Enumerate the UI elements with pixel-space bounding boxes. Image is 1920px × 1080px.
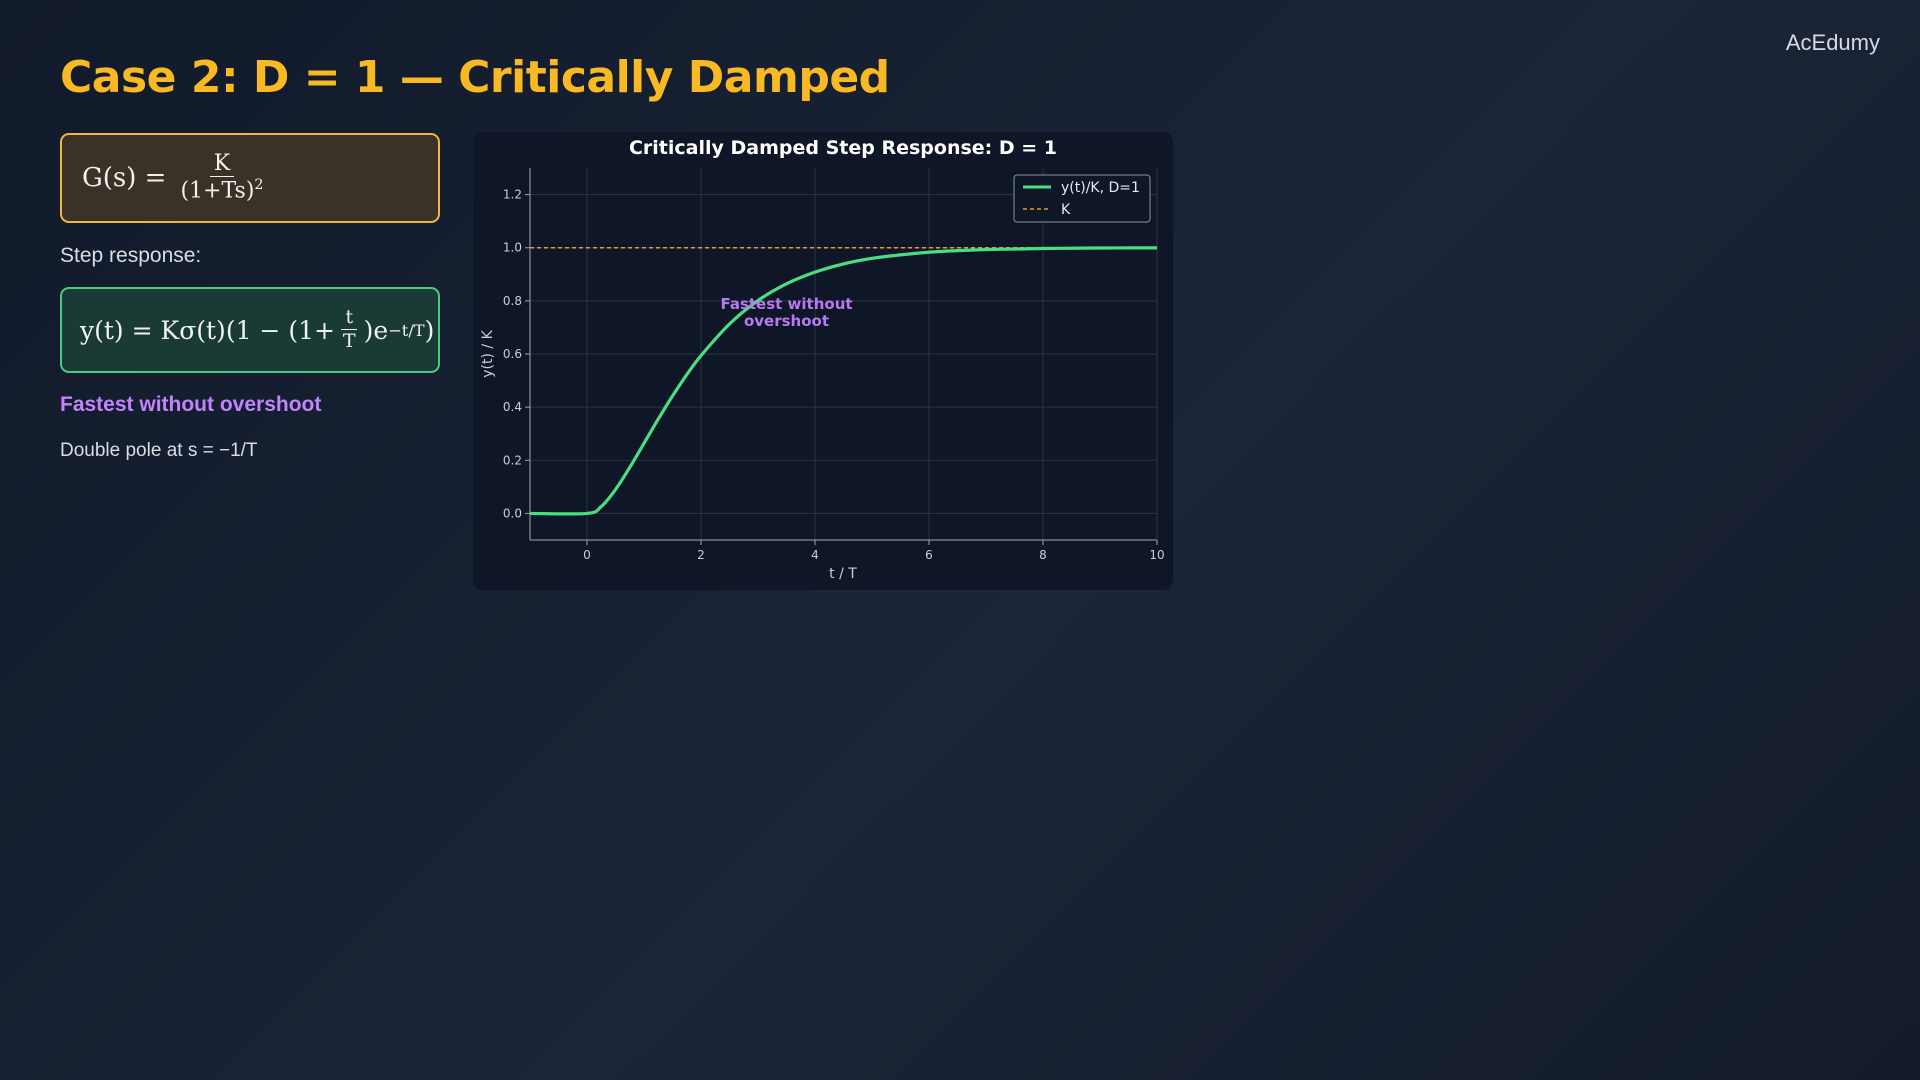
legend: y(t)/K, D=1 K	[1013, 174, 1151, 223]
step-response-box: y(t) = Kσ(t)(1 − (1+ t T )e −t/T)	[60, 287, 440, 373]
y-tick-label-6: 1.2	[503, 188, 522, 202]
transfer-function-denominator: (1+Ts)2	[176, 177, 267, 205]
y-tick-label-0: 0.0	[503, 506, 522, 520]
highlight-text: Fastest without overshoot	[60, 393, 322, 416]
step-response-close: )	[424, 315, 435, 345]
y-tick-label-4: 0.8	[503, 294, 522, 308]
chart-title: Critically Damped Step Response: D = 1	[629, 137, 1057, 159]
x-tick-label-0: 0	[583, 548, 591, 562]
y-tick-label-5: 1.0	[503, 241, 522, 255]
transfer-function-fraction: K (1+Ts)2	[176, 151, 267, 205]
annotation-layer: Fastest without overshoot	[720, 295, 852, 330]
x-axis-label: t / T	[829, 566, 857, 582]
step-response-fraction: t T	[339, 306, 360, 353]
step-response-exponent: −t/T	[388, 320, 425, 340]
chart-annotation-0: Fastest without overshoot	[720, 295, 852, 330]
double-pole-note: Double pole at s = −1/T	[60, 440, 258, 461]
legend-label-curve: y(t)/K, D=1	[1061, 180, 1140, 196]
x-tick-label-1: 2	[697, 548, 705, 562]
x-tick-label-5: 10	[1149, 548, 1164, 562]
page-title: Case 2: D = 1 — Critically Damped	[60, 52, 890, 103]
x-tick-label-3: 6	[925, 548, 933, 562]
y-tick-label-3: 0.6	[503, 347, 522, 361]
denominator-exponent: 2	[254, 177, 264, 194]
brand-logo-text: AcEdumy	[1785, 30, 1880, 55]
chart-annotation-line-1: overshoot	[744, 312, 829, 330]
tick-layer: 0 2 4 6 8 10 0.0 0.2 0.4 0.6 0.8 1.0 1.2	[503, 188, 1165, 562]
transfer-function-box: G(s) = K (1+Ts)2	[60, 133, 440, 223]
step-response-prefix: y(t) = Kσ(t)(1 − (1+	[80, 315, 335, 345]
legend-label-reference: K	[1061, 202, 1071, 218]
x-tick-label-4: 8	[1039, 548, 1047, 562]
step-response-suffix: )e	[363, 315, 389, 345]
chart-panel: Critically Damped Step Response: D = 1 0…	[473, 132, 1173, 590]
step-response-curve	[529, 246, 1158, 516]
step-response-frac-num: t	[341, 306, 358, 331]
chart-annotation-line-0: Fastest without	[720, 295, 852, 313]
step-response-label: Step response:	[60, 244, 202, 267]
grid-layer	[530, 168, 1158, 540]
transfer-function-numerator: K	[209, 151, 235, 178]
transfer-function-lhs: G(s) =	[82, 163, 167, 193]
series-layer	[529, 246, 1158, 516]
step-response-frac-den: T	[342, 330, 356, 353]
y-tick-label-2: 0.4	[503, 400, 522, 414]
y-axis-label: y(t) / K	[480, 329, 496, 377]
denominator-base: (1+Ts)	[180, 178, 255, 204]
step-response-chart: Critically Damped Step Response: D = 1 0…	[480, 137, 1165, 582]
y-tick-label-1: 0.2	[503, 453, 522, 467]
x-tick-label-2: 4	[811, 548, 819, 562]
